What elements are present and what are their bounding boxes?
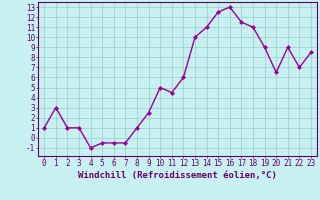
X-axis label: Windchill (Refroidissement éolien,°C): Windchill (Refroidissement éolien,°C) [78,171,277,180]
